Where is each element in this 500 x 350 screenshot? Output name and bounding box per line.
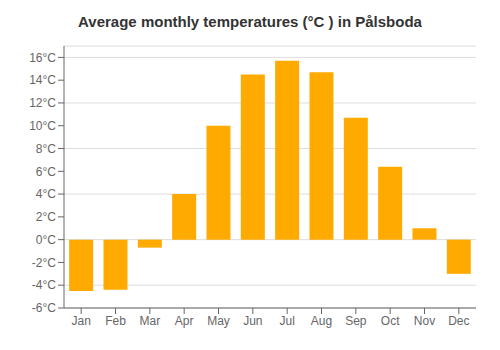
svg-text:12°C: 12°C bbox=[29, 96, 56, 110]
svg-text:Nov: Nov bbox=[414, 314, 435, 328]
svg-text:Jan: Jan bbox=[71, 314, 90, 328]
svg-text:Dec: Dec bbox=[448, 314, 469, 328]
svg-text:Jul: Jul bbox=[279, 314, 294, 328]
svg-text:14°C: 14°C bbox=[29, 73, 56, 87]
svg-text:Mar: Mar bbox=[139, 314, 160, 328]
svg-text:-2°C: -2°C bbox=[32, 256, 56, 270]
svg-text:Apr: Apr bbox=[175, 314, 194, 328]
svg-text:16°C: 16°C bbox=[29, 51, 56, 65]
svg-text:6°C: 6°C bbox=[36, 165, 56, 179]
svg-text:Oct: Oct bbox=[381, 314, 400, 328]
svg-text:Aug: Aug bbox=[311, 314, 332, 328]
svg-text:2°C: 2°C bbox=[36, 210, 56, 224]
svg-text:Jun: Jun bbox=[243, 314, 262, 328]
svg-text:4°C: 4°C bbox=[36, 187, 56, 201]
svg-text:May: May bbox=[207, 314, 230, 328]
svg-text:-4°C: -4°C bbox=[32, 278, 56, 292]
svg-text:8°C: 8°C bbox=[36, 142, 56, 156]
html-text:Average monthly temperatures (: Average monthly temperatures (°C ) in På… bbox=[78, 13, 422, 30]
svg-text:0°C: 0°C bbox=[36, 233, 56, 247]
svg-text:Sep: Sep bbox=[345, 314, 367, 328]
svg-text:-6°C: -6°C bbox=[32, 301, 56, 315]
svg-text:Feb: Feb bbox=[105, 314, 126, 328]
svg-text:10°C: 10°C bbox=[29, 119, 56, 133]
